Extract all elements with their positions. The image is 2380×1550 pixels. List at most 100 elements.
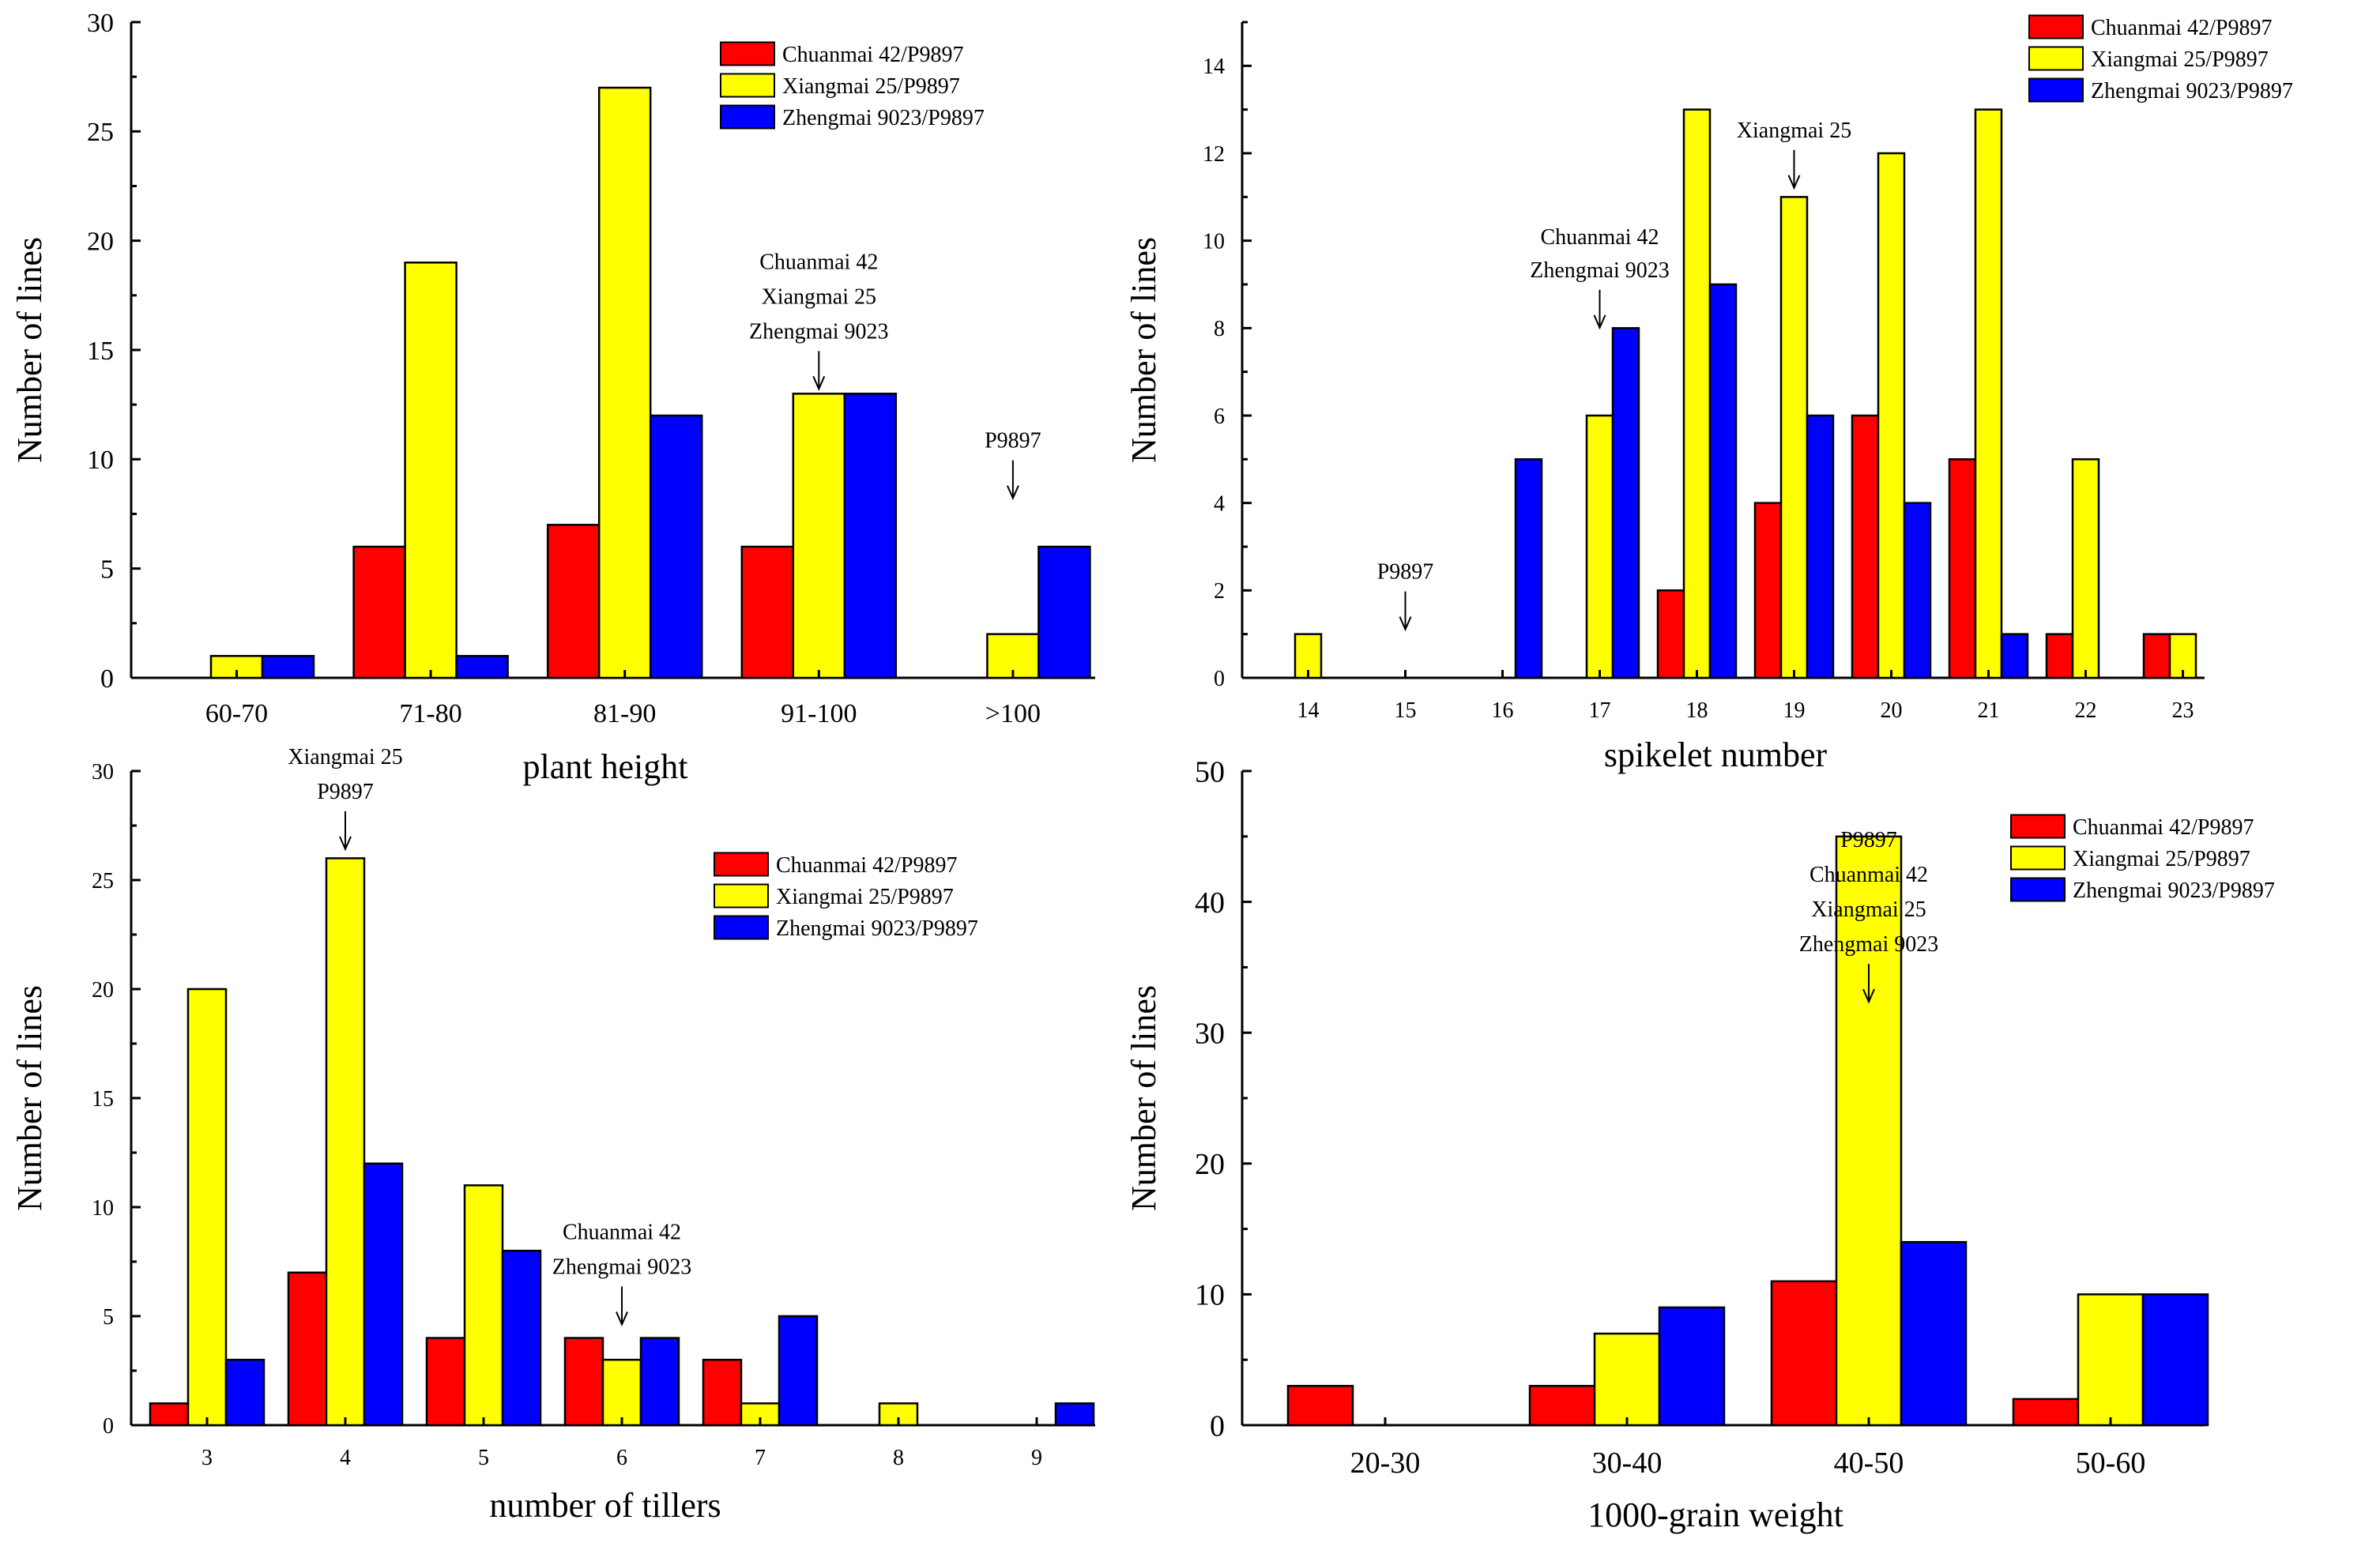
bar [1753,502,1783,679]
chart-panel-2: 0 2 4 6 8 10 12 14 14 15 16 17 18 19 20 21 22 23 spikelet … [1124,14,2293,774]
x-tick-label: 20-30 [1350,1447,1421,1480]
bar [2141,1293,2209,1427]
legend-label: Chuanmai 42/P9897 [776,853,957,878]
y-tick-label: 6 [1214,404,1225,429]
bar [563,1337,604,1427]
y-tick-label: 5 [100,555,114,585]
annotation-arrowhead [1399,616,1412,632]
y-tick-label: 14 [1203,55,1225,79]
annotation-arrowhead [1862,988,1875,1004]
x-axis-title: number of tillers [489,1486,721,1525]
y-tick-label: 8 [1214,317,1225,341]
x-tick-label: 22 [2075,698,2097,723]
bar [261,655,315,679]
annotation-arrowhead [339,836,352,852]
legend-label: Chuanmai 42/P9897 [2091,16,2272,40]
chart-panel-4: 0 10 20 30 40 50 20-30 30-40 40-50 50-60 1000-grai… [1124,755,2275,1534]
annotation-arrowhead [812,375,826,391]
annotation: Xiangmai 25 [1737,119,1851,190]
legend-swatch [2028,14,2084,40]
annotation: Chuanmai 42 Xiangmai 25 Zhengmai 9023 [749,250,889,391]
x-tick-label: 8 [893,1446,904,1470]
legend-swatch [2010,814,2066,839]
bar [1656,589,1685,679]
x-tick-label: >100 [985,699,1041,728]
annotation: P9897 [985,429,1041,501]
annotation-label: Zhengmai 9023 [1530,258,1670,283]
x-tick-label: 5 [478,1446,489,1470]
y-tick-label: 15 [92,1087,114,1112]
annotation-label: Zhengmai 9023 [1799,932,1939,957]
bar [792,393,846,679]
chart-panel-1: 0 5 10 15 20 25 30 60-70 71-80 81-90 91-100 >100 pla… [10,9,1095,786]
bar [1037,545,1091,679]
x-tick-label: 14 [1297,698,1320,723]
bar [1593,1332,1661,1427]
bar [425,1337,466,1427]
chart-panel-3: 0 5 10 15 20 25 30 3 4 5 6 7 8 9 number of tillers Numb… [10,745,1095,1525]
y-tick-label: 2 [1214,579,1225,604]
x-tick-label: 16 [1492,698,1514,723]
annotation-label: P9897 [1840,828,1897,852]
annotation: Xiangmai 25 P9897 [288,745,403,852]
annotation-label: Xiangmai 25 [762,284,876,309]
bar [1903,502,1932,679]
bar [1611,327,1640,679]
annotation-label: Xiangmai 25 [288,745,402,769]
y-tick-label: 40 [1195,886,1225,920]
annotation-arrowhead [1593,314,1606,330]
bar [1514,458,1543,679]
annotation-label: P9897 [985,429,1041,453]
bar [1286,1385,1354,1427]
bar [2012,1398,2080,1427]
annotation: P9897 [1377,560,1433,632]
bar [1806,414,1835,679]
legend-label: Zhengmai 9023/P9897 [2073,878,2275,903]
y-axis-title: Number of lines [10,985,49,1211]
bar [352,545,406,679]
annotation-label: Chuanmai 42 [563,1221,681,1245]
bar [1835,835,1903,1427]
x-tick-label: 20 [1881,698,1903,723]
bar [2045,633,2074,679]
legend-label: Zhengmai 9023/P9897 [782,106,985,130]
x-axis-title: plant height [523,747,688,786]
y-axis-title: Number of lines [10,237,49,463]
y-tick-label: 12 [1203,142,1225,167]
x-tick-label: 7 [755,1446,766,1470]
bar [287,1271,328,1427]
y-tick-label: 0 [103,1414,114,1439]
x-tick-label: 18 [1686,698,1708,723]
bar [2071,458,2100,679]
bar [1948,458,1977,679]
y-tick-label: 50 [1195,755,1225,788]
y-tick-label: 4 [1214,491,1225,516]
legend-swatch [2028,77,2084,103]
y-tick-label: 25 [87,118,114,147]
x-tick-label: 40-50 [1834,1447,1904,1480]
annotation-label: P9897 [317,780,374,804]
legend-label: Zhengmai 9023/P9897 [2091,79,2293,103]
x-tick-label: 50-60 [2076,1447,2146,1480]
bar [2142,633,2171,679]
y-tick-label: 10 [1195,1279,1225,1312]
bar [597,86,652,679]
bar [1528,1385,1596,1427]
bar [1708,283,1738,679]
bar [463,1184,504,1427]
y-tick-label: 0 [1210,1409,1225,1443]
annotation-label: Zhengmai 9023 [749,319,889,344]
bar [843,393,898,679]
x-tick-label: 9 [1031,1446,1042,1470]
legend-label: Xiangmai 25/P9897 [2091,47,2269,72]
legend-swatch [720,104,775,130]
bar [363,1162,404,1427]
y-tick-label: 25 [92,869,114,894]
bar [639,1337,680,1427]
y-axis-title: Number of lines [1124,237,1163,463]
x-tick-label: 4 [340,1446,351,1470]
annotation-label: Chuanmai 42 [1540,225,1659,250]
y-tick-label: 30 [87,9,114,38]
annotation-label: Zhengmai 9023 [552,1255,692,1280]
